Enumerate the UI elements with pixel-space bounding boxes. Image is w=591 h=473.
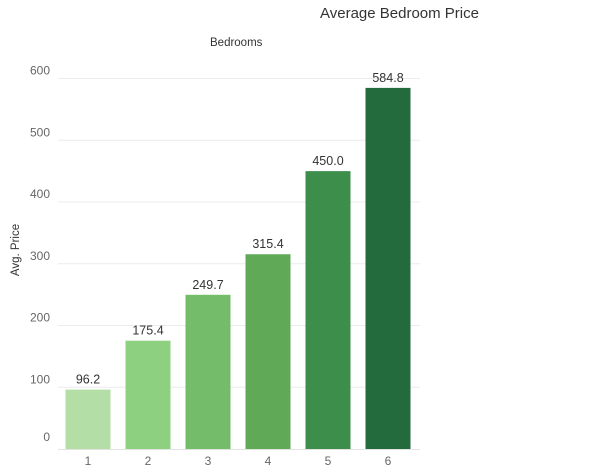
- bar-4: [246, 254, 291, 449]
- value-labels: 96.2 175.4 249.7 315.4 450.0 584.8: [76, 71, 404, 387]
- y-axis-ticks: 0 100 200 300 400 500 600: [30, 64, 50, 445]
- value-label: 175.4: [132, 324, 163, 338]
- y-tick-label: 500: [30, 125, 50, 139]
- value-label: 584.8: [372, 71, 403, 85]
- x-tick-label: 4: [265, 454, 272, 468]
- x-tick-label: 1: [85, 454, 92, 468]
- value-label: 96.2: [76, 373, 100, 387]
- value-label: 450.0: [312, 154, 343, 168]
- bar-2: [126, 341, 171, 449]
- bar-1: [66, 390, 111, 449]
- y-tick-label: 600: [30, 64, 50, 78]
- x-tick-label: 2: [145, 454, 152, 468]
- bars: [66, 88, 411, 449]
- x-tick-label: 3: [205, 454, 212, 468]
- value-label: 249.7: [192, 278, 223, 292]
- value-label: 315.4: [252, 237, 283, 251]
- y-tick-label: 100: [30, 372, 50, 386]
- y-tick-label: 300: [30, 249, 50, 263]
- bar-5: [306, 171, 351, 449]
- bar-3: [186, 295, 231, 449]
- x-axis-ticks: 1 2 3 4 5 6: [58, 450, 420, 469]
- y-tick-label: 0: [43, 430, 50, 444]
- y-tick-label: 200: [30, 311, 50, 325]
- y-tick-label: 400: [30, 187, 50, 201]
- x-tick-label: 5: [325, 454, 332, 468]
- bar-6: [366, 88, 411, 449]
- x-tick-label: 6: [385, 454, 392, 468]
